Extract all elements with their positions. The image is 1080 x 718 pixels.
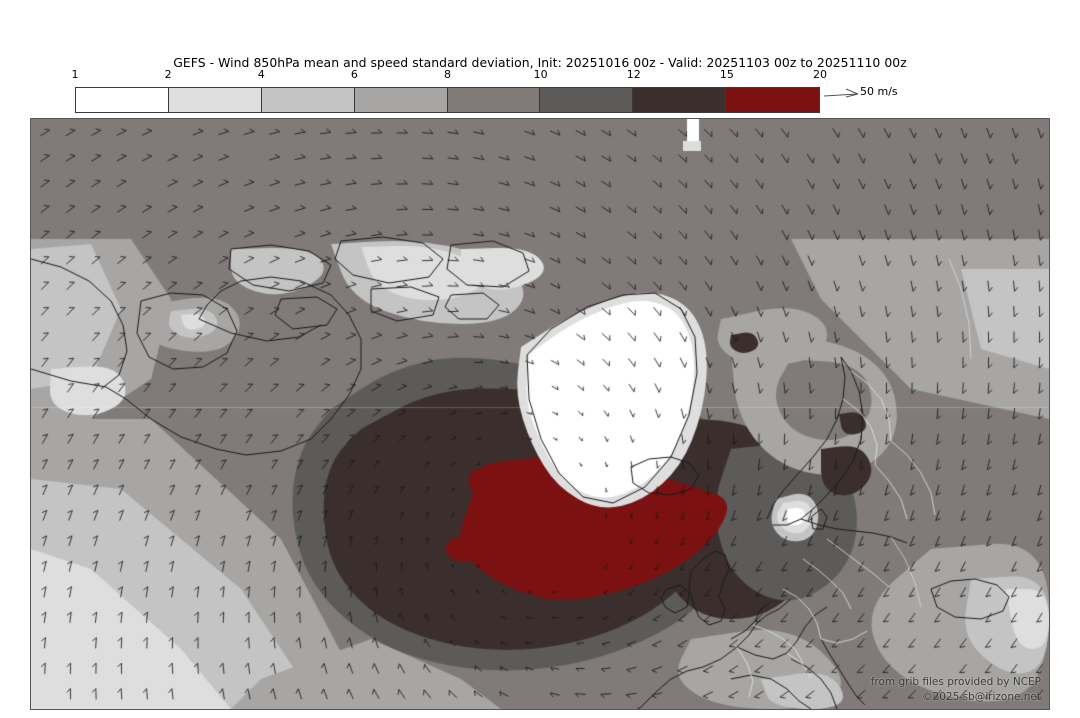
colorbar-swatch-4 — [447, 88, 541, 112]
wind-vector-arrow-icon — [824, 88, 859, 98]
colorbar-tick-6: 6 — [350, 68, 358, 81]
wind-vector-legend: 50 m/s — [824, 85, 944, 109]
map-canvas[interactable] — [31, 119, 1049, 709]
wind-vector-legend-label: 50 m/s — [860, 85, 898, 98]
colorbar-swatch-2 — [261, 88, 355, 112]
colorbar-swatch-6 — [633, 88, 727, 112]
colorbar-swatch-0 — [76, 88, 169, 112]
colorbar-swatch-5 — [540, 88, 634, 112]
colorbar-tick-labels: 1 2 4 6 8 10 12 15 20 — [71, 68, 828, 84]
colorbar-swatch-3 — [354, 88, 448, 112]
colorbar-tick-12: 12 — [626, 68, 641, 81]
colorbar-swatches — [75, 87, 820, 113]
colorbar-tick-4: 4 — [257, 68, 265, 81]
colorbar-swatch-1 — [168, 88, 262, 112]
colorbar-tick-2: 2 — [164, 68, 172, 81]
colorbar-tick-8: 8 — [444, 68, 451, 81]
colorbar-legend: 1 2 4 6 8 10 12 15 20 — [71, 68, 828, 113]
colorbar-tick-1: 1 — [71, 68, 79, 81]
colorbar-tick-20: 20 — [813, 68, 827, 81]
map-plot-area[interactable]: from grib files provided by NCEP ©2025 s… — [30, 118, 1050, 710]
colorbar-swatch-7 — [726, 88, 819, 112]
colorbar-tick-15: 15 — [719, 68, 734, 81]
page-title: GEFS - Wind 850hPa mean and speed standa… — [173, 55, 907, 70]
colorbar-tick-10: 10 — [533, 68, 548, 81]
